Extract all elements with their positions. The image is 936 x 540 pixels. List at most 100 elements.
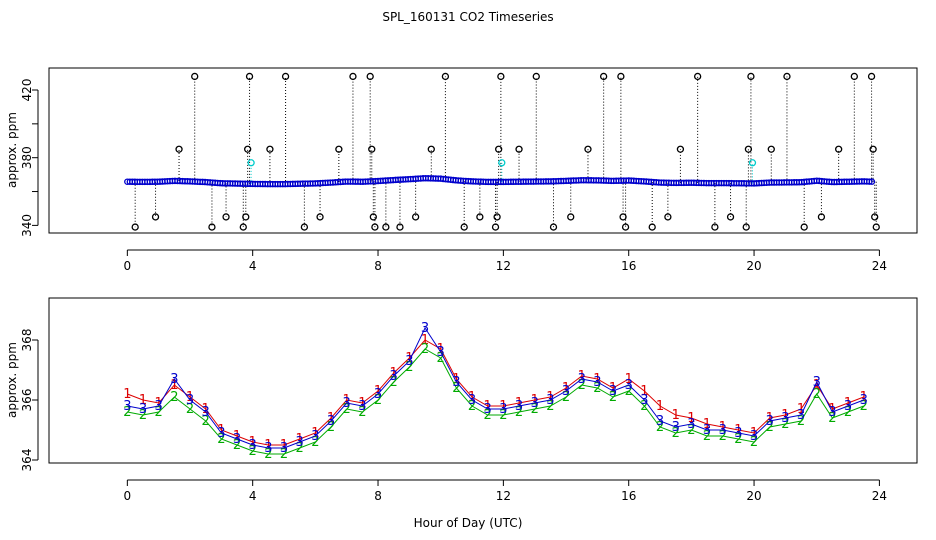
x-tick-label: 16 <box>621 259 636 273</box>
x-axis-title: Hour of Day (UTC) <box>414 516 523 530</box>
series-marker-1: 1 <box>155 396 163 411</box>
spike-point <box>245 72 254 81</box>
series-marker-2: 2 <box>531 402 539 417</box>
series-marker-3: 3 <box>719 423 727 438</box>
series-marker-2: 2 <box>155 405 163 420</box>
series-marker-2: 2 <box>640 399 648 414</box>
series-marker-1: 1 <box>186 390 194 405</box>
series-marker-2: 2 <box>405 360 413 375</box>
series-marker-3: 3 <box>813 375 821 390</box>
spike-point <box>335 145 343 153</box>
series-marker-1: 1 <box>202 402 210 417</box>
series-marker-1: 1 <box>828 402 836 417</box>
x-tick-label: 4 <box>249 489 257 503</box>
x-tick-label: 4 <box>249 259 257 273</box>
spike-point <box>239 223 247 231</box>
series-marker-2: 2 <box>687 423 695 438</box>
x-tick-label: 12 <box>496 489 511 503</box>
series-marker-2: 2 <box>390 375 398 390</box>
series-marker-2: 2 <box>828 411 836 426</box>
series-marker-3: 3 <box>828 405 836 420</box>
series-marker-3: 3 <box>186 393 194 408</box>
series-marker-2: 2 <box>734 432 742 447</box>
spike-point <box>491 223 500 231</box>
series-marker-1: 1 <box>656 399 664 414</box>
series-marker-2: 2 <box>484 408 492 423</box>
series-marker-1: 1 <box>139 393 147 408</box>
top-spike-layer <box>134 76 877 228</box>
series-marker-2: 2 <box>860 399 868 414</box>
series-marker-1: 1 <box>703 417 711 432</box>
series-marker-3: 3 <box>311 429 319 444</box>
series-marker-3: 3 <box>672 420 680 435</box>
series-marker-2: 2 <box>703 429 711 444</box>
series-marker-1: 1 <box>593 372 601 387</box>
series-marker-1: 1 <box>358 396 366 411</box>
series-marker-3: 3 <box>687 417 695 432</box>
spike-point <box>584 145 592 153</box>
series-marker-3: 3 <box>437 345 445 360</box>
series-marker-3: 3 <box>593 375 601 390</box>
series-marker-3: 3 <box>280 441 288 456</box>
spike-point <box>300 223 309 231</box>
spike-point <box>222 213 230 221</box>
series-marker-3: 3 <box>155 399 163 414</box>
series-marker-2: 2 <box>358 405 366 420</box>
series-marker-1: 1 <box>546 390 554 405</box>
spike-point <box>493 213 501 221</box>
series-marker-3: 3 <box>484 402 492 417</box>
series-marker-3: 3 <box>139 402 147 417</box>
series-marker-2: 2 <box>249 444 257 459</box>
x-tick-label: 12 <box>496 259 511 273</box>
spike-point <box>396 223 404 231</box>
series-marker-1: 1 <box>452 372 460 387</box>
spike-point <box>382 223 390 231</box>
series-marker-3: 3 <box>640 393 648 408</box>
series-marker-1: 1 <box>280 438 288 453</box>
series-marker-3: 3 <box>781 411 789 426</box>
x-tick-label: 16 <box>621 489 636 503</box>
spike-point <box>783 72 791 81</box>
series-marker-2: 2 <box>374 393 382 408</box>
spike-point <box>441 72 450 81</box>
series-marker-2: 2 <box>233 438 241 453</box>
bottom-x-axis: 0 4 8 12 16 20 24 <box>124 479 887 503</box>
spike-point <box>497 72 505 81</box>
x-tick-label: 20 <box>746 259 761 273</box>
spike-point <box>515 145 523 153</box>
series-marker-3: 3 <box>546 393 554 408</box>
series-marker-2: 2 <box>311 435 319 450</box>
spike-point <box>726 213 735 221</box>
spike-point <box>316 213 324 221</box>
series-marker-2: 2 <box>499 408 507 423</box>
spike-point <box>747 72 755 81</box>
series-marker-1: 1 <box>217 423 225 438</box>
x-tick-label: 24 <box>872 259 887 273</box>
spike-point <box>567 213 575 221</box>
series-marker-1: 1 <box>249 435 257 450</box>
y-tick-label: 366 <box>20 389 34 412</box>
series-marker-2: 2 <box>280 447 288 462</box>
series-marker-2: 2 <box>750 435 758 450</box>
series-marker-1: 1 <box>405 351 413 366</box>
series-marker-1: 1 <box>609 381 617 396</box>
bottom-plot-frame <box>48 297 918 464</box>
spike-point <box>131 223 139 231</box>
series-marker-1: 1 <box>578 369 586 384</box>
spike-point <box>850 72 858 81</box>
series-marker-1: 1 <box>750 426 758 441</box>
series-marker-1: 1 <box>311 426 319 441</box>
spike-point <box>411 213 420 221</box>
spike-point <box>744 145 753 153</box>
spike-point <box>648 223 656 231</box>
series-marker-2: 2 <box>672 426 680 441</box>
series-marker-2: 2 <box>781 417 789 432</box>
series-marker-3: 3 <box>578 372 586 387</box>
flagged-point <box>247 159 255 167</box>
top-point-layer <box>124 72 880 231</box>
y-tick-label: 380 <box>20 146 34 169</box>
series-marker-3: 3 <box>217 426 225 441</box>
series-marker-1: 1 <box>672 408 680 423</box>
spike-point <box>800 223 808 231</box>
